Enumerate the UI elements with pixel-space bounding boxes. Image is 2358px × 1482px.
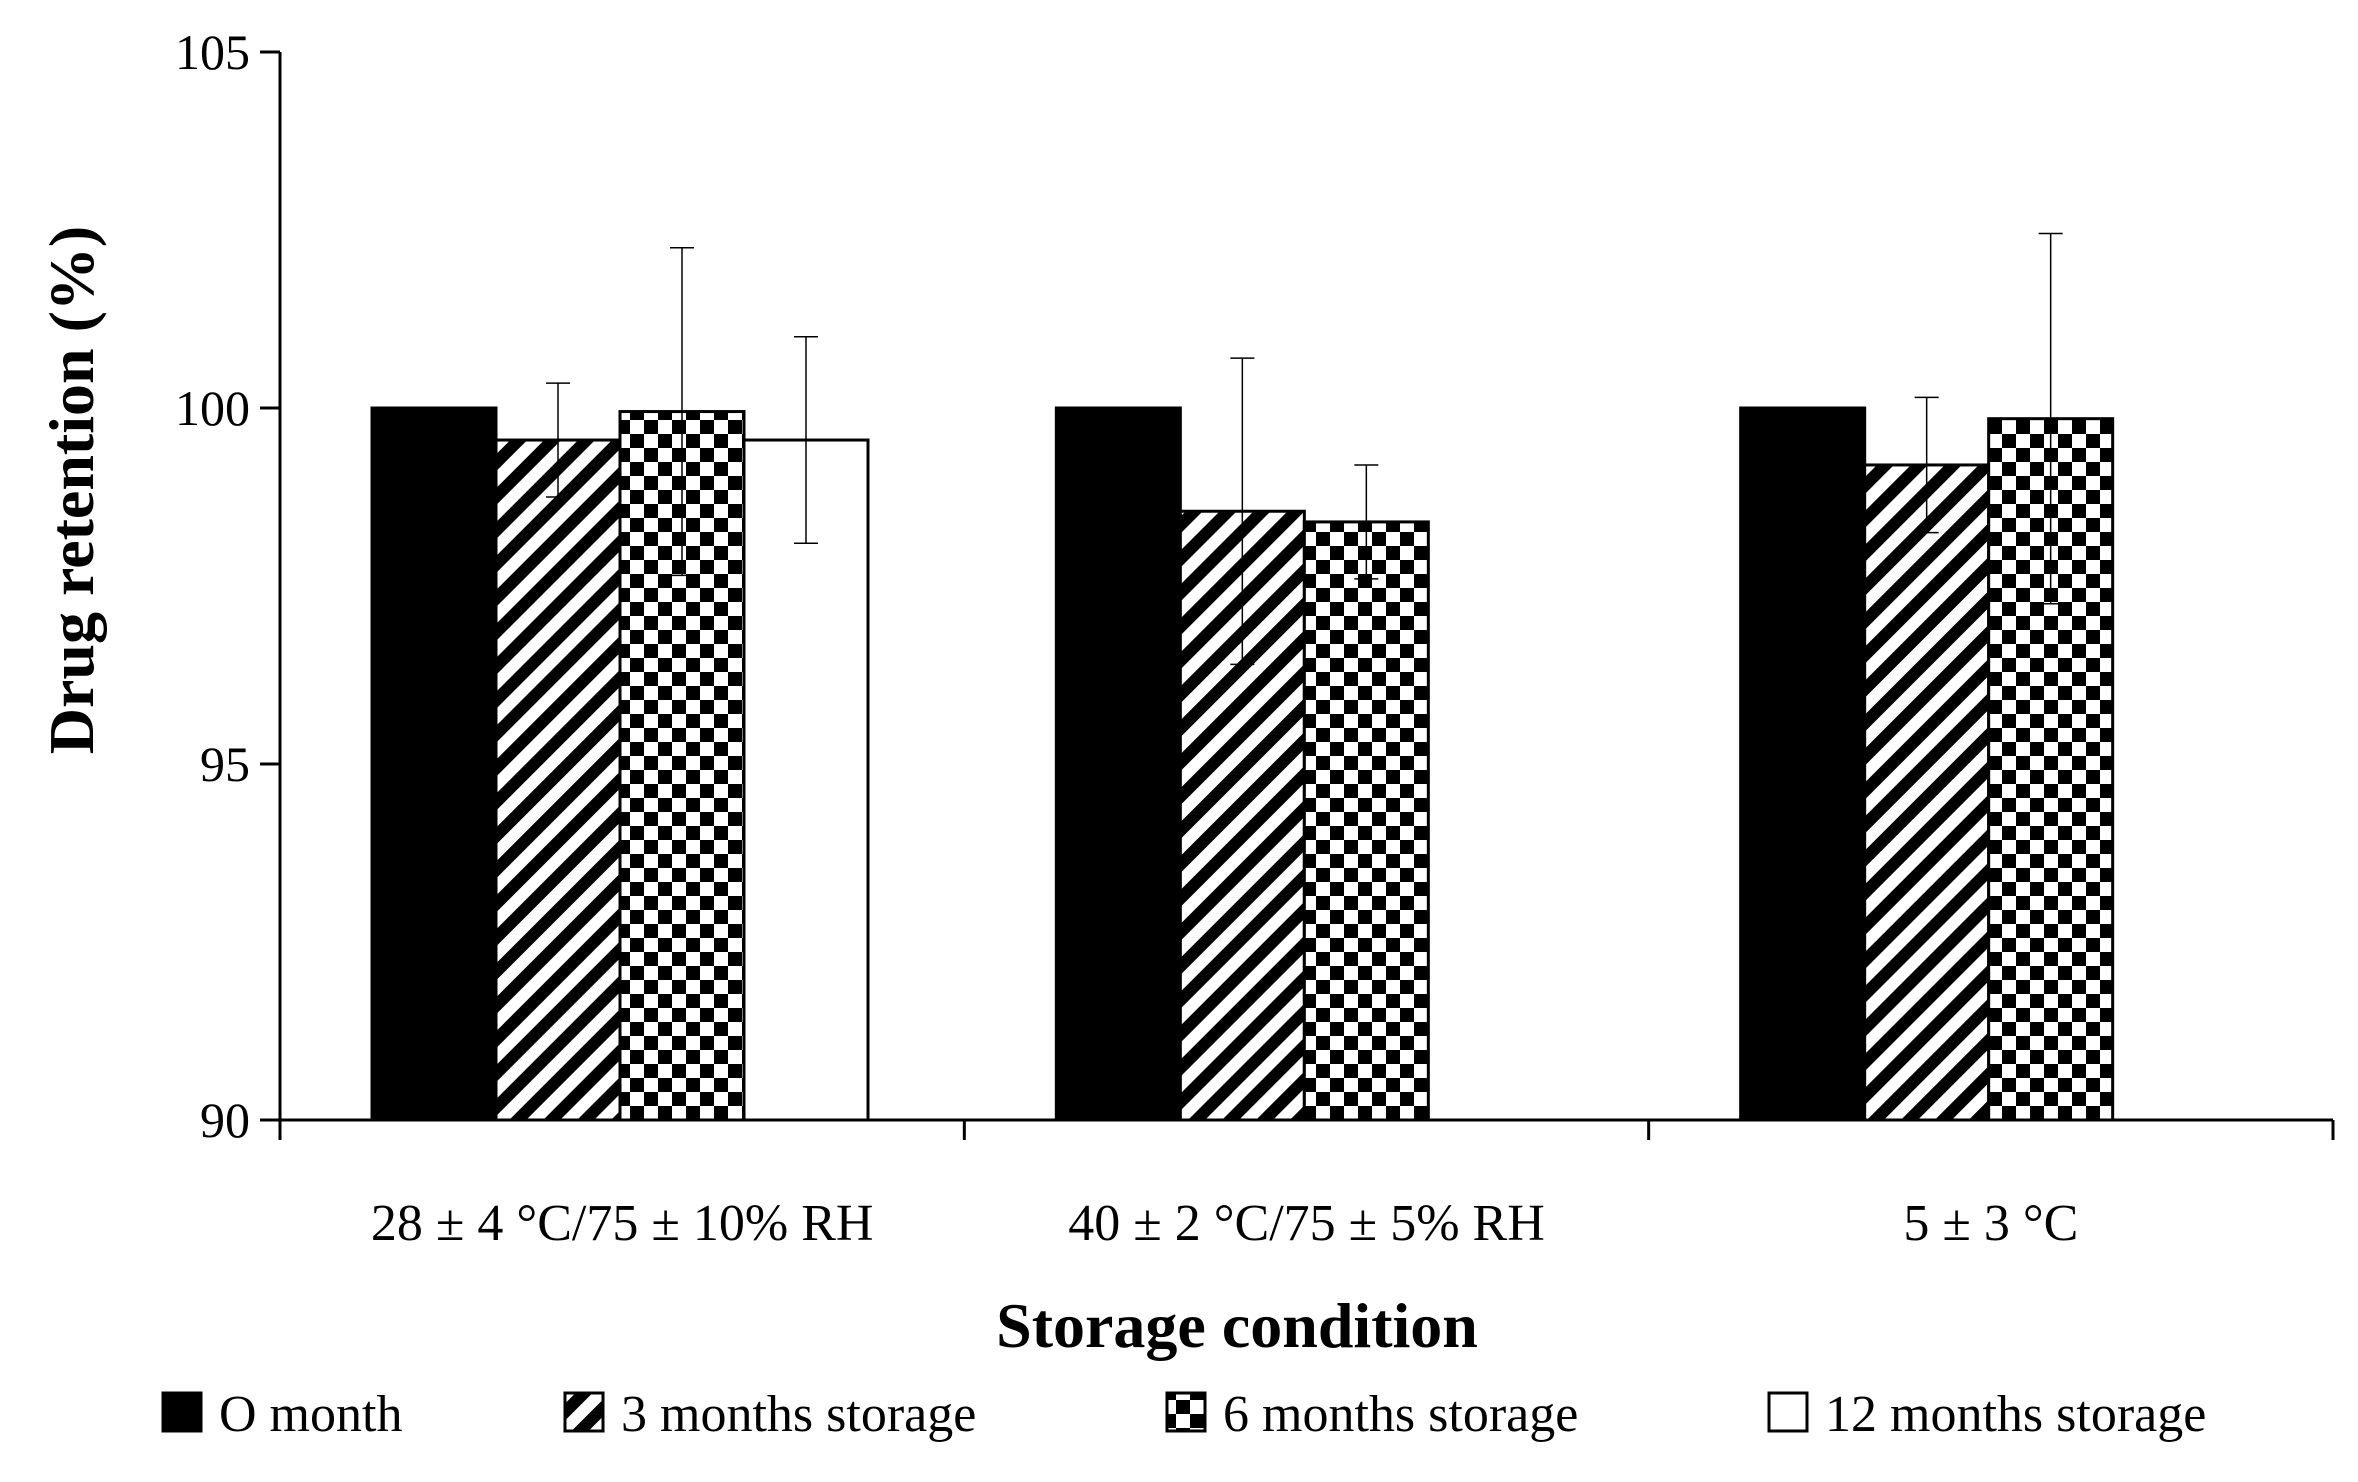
error-bars-group <box>546 232 2063 666</box>
x-tick-label-2: 5 ± 3 °C <box>1903 1195 2078 1252</box>
y-axis-ticks: 90 95 100 105 <box>175 24 280 1148</box>
y-tick-label-105: 105 <box>175 24 250 80</box>
x-tick-label-0: 28 ± 4 °C/75 ± 10% RH <box>371 1195 874 1252</box>
x-axis-ticks: 28 ± 4 °C/75 ± 10% RH 40 ± 2 °C/75 ± 5% R… <box>278 1120 2335 1252</box>
y-axis-title: Drug retention (%) <box>36 226 107 755</box>
y-tick-label-100: 100 <box>175 380 250 436</box>
legend-label-3: 12 months storage <box>1825 1386 2206 1443</box>
plot-area: 90 95 100 105 28 ± 4 °C/75 ± 10% RH 40 ± 2 °… <box>175 24 2335 1252</box>
bar-1-2 <box>1302 520 1430 1122</box>
legend-item-1[interactable]: 3 months storage <box>563 1386 976 1443</box>
bar-2-1 <box>1863 463 1991 1122</box>
bar-2-0 <box>1739 406 1867 1122</box>
legend-item-3[interactable]: 12 months storage <box>1767 1386 2206 1443</box>
legend-item-2[interactable]: 6 months storage <box>1165 1386 1578 1443</box>
legend: O month 3 months storage 6 months storage 1… <box>161 1386 2206 1443</box>
legend-swatch-2 <box>1165 1391 1207 1433</box>
legend-label-0: O month <box>219 1386 402 1443</box>
legend-label-1: 3 months storage <box>621 1386 976 1443</box>
legend-swatch-1 <box>563 1391 605 1433</box>
bar-0-0 <box>370 406 498 1122</box>
legend-item-0[interactable]: O month <box>161 1386 402 1443</box>
bar-0-1 <box>494 438 622 1122</box>
x-tick-label-1: 40 ± 2 °C/75 ± 5% RH <box>1068 1195 1545 1252</box>
y-tick-label-90: 90 <box>200 1092 250 1148</box>
legend-swatch-0 <box>161 1391 203 1433</box>
y-tick-label-95: 95 <box>200 736 250 792</box>
bar-0-3 <box>742 438 870 1122</box>
legend-swatch-3 <box>1767 1391 1809 1433</box>
bar-1-0 <box>1054 406 1182 1122</box>
legend-label-2: 6 months storage <box>1223 1386 1578 1443</box>
x-axis-title: Storage condition <box>996 1290 1478 1361</box>
